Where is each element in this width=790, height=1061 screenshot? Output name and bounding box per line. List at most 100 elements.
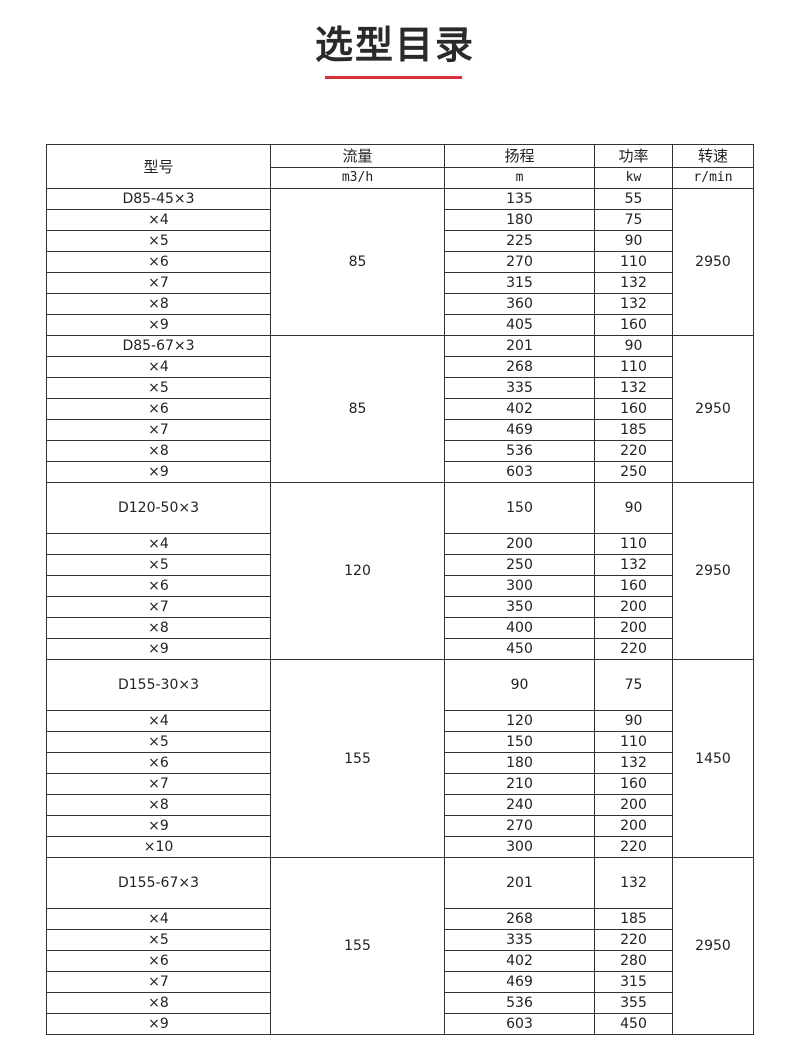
- head-cell: 536: [444, 440, 595, 462]
- unit-speed: r/min: [672, 167, 754, 189]
- head-cell: 268: [444, 908, 595, 930]
- model-cell: D120-50×3: [46, 482, 271, 534]
- head-cell: 270: [444, 815, 595, 837]
- head-cell: 450: [444, 638, 595, 660]
- table-row: D155-67×3 155 201 132 2950: [46, 857, 754, 1035]
- power-cell: 132: [594, 377, 673, 399]
- table-row: ×5 225 90: [46, 230, 754, 252]
- header-power: 功率: [594, 144, 673, 168]
- model-cell: ×9: [46, 815, 271, 837]
- model-cell: ×5: [46, 554, 271, 576]
- table-row: ×6 402 160: [46, 398, 754, 420]
- power-cell: 55: [594, 188, 673, 210]
- head-cell: 200: [444, 533, 595, 555]
- head-cell: 90: [444, 659, 595, 711]
- model-cell: ×5: [46, 230, 271, 252]
- flow-cell: 120: [270, 482, 445, 660]
- table-row: ×8 360 132: [46, 293, 754, 315]
- model-cell: ×7: [46, 272, 271, 294]
- power-cell: 132: [594, 554, 673, 576]
- model-cell: ×8: [46, 992, 271, 1014]
- power-cell: 160: [594, 398, 673, 420]
- power-cell: 110: [594, 251, 673, 273]
- power-cell: 110: [594, 356, 673, 378]
- table-row: ×5 335 132: [46, 377, 754, 399]
- model-cell: D85-45×3: [46, 188, 271, 210]
- model-cell: ×6: [46, 575, 271, 597]
- power-cell: 110: [594, 533, 673, 555]
- model-cell: ×6: [46, 950, 271, 972]
- table-row: ×4 268 185: [46, 908, 754, 930]
- power-cell: 220: [594, 929, 673, 951]
- table-row: ×9 405 160: [46, 314, 754, 336]
- model-cell: ×9: [46, 461, 271, 483]
- power-cell: 132: [594, 857, 673, 909]
- head-cell: 315: [444, 272, 595, 294]
- model-cell: ×9: [46, 638, 271, 660]
- model-cell: ×7: [46, 596, 271, 618]
- table-row: ×9 450 220: [46, 638, 754, 660]
- model-cell: D155-30×3: [46, 659, 271, 711]
- table-row: ×8 536 355: [46, 992, 754, 1014]
- head-cell: 270: [444, 251, 595, 273]
- power-cell: 160: [594, 773, 673, 795]
- head-cell: 402: [444, 398, 595, 420]
- title-underline: [325, 76, 462, 79]
- model-cell: ×6: [46, 752, 271, 774]
- power-cell: 250: [594, 461, 673, 483]
- head-cell: 335: [444, 377, 595, 399]
- power-cell: 315: [594, 971, 673, 993]
- power-cell: 200: [594, 815, 673, 837]
- head-cell: 603: [444, 461, 595, 483]
- flow-cell: 85: [270, 335, 445, 483]
- power-cell: 132: [594, 272, 673, 294]
- power-cell: 185: [594, 908, 673, 930]
- head-cell: 469: [444, 971, 595, 993]
- unit-flow: m3/h: [270, 167, 445, 189]
- power-cell: 160: [594, 314, 673, 336]
- table-row: ×7 315 132: [46, 272, 754, 294]
- head-cell: 135: [444, 188, 595, 210]
- model-cell: ×4: [46, 356, 271, 378]
- power-cell: 160: [594, 575, 673, 597]
- flow-cell: 155: [270, 659, 445, 858]
- power-cell: 220: [594, 440, 673, 462]
- power-cell: 450: [594, 1013, 673, 1035]
- head-cell: 350: [444, 596, 595, 618]
- power-cell: 200: [594, 794, 673, 816]
- power-cell: 110: [594, 731, 673, 753]
- model-cell: ×5: [46, 929, 271, 951]
- head-cell: 300: [444, 575, 595, 597]
- header-flow: 流量: [270, 144, 445, 168]
- model-cell: ×6: [46, 251, 271, 273]
- model-cell: ×4: [46, 209, 271, 231]
- model-cell: ×10: [46, 836, 271, 858]
- speed-cell: 2950: [672, 857, 754, 1035]
- power-cell: 90: [594, 482, 673, 534]
- head-cell: 210: [444, 773, 595, 795]
- table-row: ×7 469 315: [46, 971, 754, 993]
- table-row: D85-45×3 85 135 55 2950: [46, 188, 754, 336]
- head-cell: 150: [444, 731, 595, 753]
- model-cell: ×7: [46, 971, 271, 993]
- header-head: 扬程: [444, 144, 595, 168]
- head-cell: 536: [444, 992, 595, 1014]
- model-cell: ×4: [46, 908, 271, 930]
- model-cell: ×6: [46, 398, 271, 420]
- model-cell: D85-67×3: [46, 335, 271, 357]
- model-cell: ×7: [46, 773, 271, 795]
- speed-cell: 2950: [672, 482, 754, 660]
- head-cell: 360: [444, 293, 595, 315]
- power-cell: 75: [594, 659, 673, 711]
- power-cell: 220: [594, 836, 673, 858]
- table-row: ×5 150 110: [46, 731, 754, 753]
- header-speed: 转速: [672, 144, 754, 168]
- table-row: D155-30×3 155 90 75 1450: [46, 659, 754, 858]
- model-cell: ×4: [46, 533, 271, 555]
- power-cell: 280: [594, 950, 673, 972]
- power-cell: 355: [594, 992, 673, 1014]
- model-cell: D155-67×3: [46, 857, 271, 909]
- power-cell: 132: [594, 293, 673, 315]
- model-cell: ×5: [46, 731, 271, 753]
- speed-cell: 1450: [672, 659, 754, 858]
